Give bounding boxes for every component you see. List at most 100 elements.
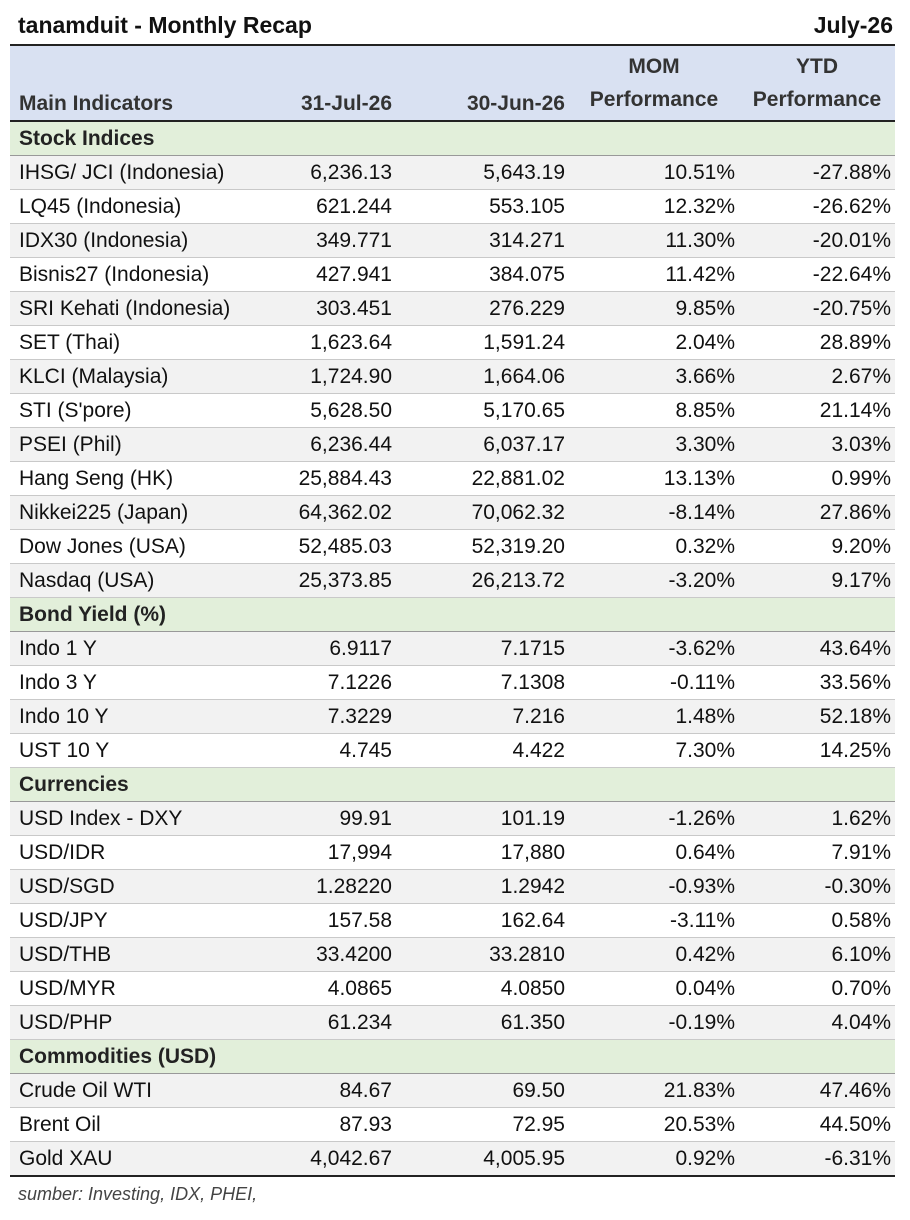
section-title: Stock Indices xyxy=(10,121,895,156)
indicator-name-cell: USD/IDR xyxy=(10,835,246,870)
table-row: Indo 3 Y 7.1226 7.1308 -0.11% 33.56% xyxy=(10,665,895,700)
indicator-name-cell: Indo 1 Y xyxy=(10,631,246,666)
indicator-name-cell: Brent Oil xyxy=(10,1107,246,1142)
section-title: Bond Yield (%) xyxy=(10,597,895,632)
previous-value-cell: 314.271 xyxy=(396,223,569,258)
current-value-cell: 1,623.64 xyxy=(246,325,396,360)
current-value-cell: 7.3229 xyxy=(246,699,396,734)
indicator-name-cell: SET (Thai) xyxy=(10,325,246,360)
indicator-name-cell: USD/THB xyxy=(10,937,246,972)
previous-value-cell: 33.2810 xyxy=(396,937,569,972)
col-header-mom-line2: Performance xyxy=(589,88,719,111)
current-value-cell: 99.91 xyxy=(246,801,396,836)
ytd-performance-cell: -20.75% xyxy=(739,291,895,326)
previous-value-cell: 6,037.17 xyxy=(396,427,569,462)
mom-performance-cell: 9.85% xyxy=(569,291,739,326)
ytd-performance-cell: 4.04% xyxy=(739,1005,895,1040)
section-title: Commodities (USD) xyxy=(10,1039,895,1074)
table-row: SRI Kehati (Indonesia) 303.451 276.229 9.85… xyxy=(10,291,895,326)
indicator-name-cell: IDX30 (Indonesia) xyxy=(10,223,246,258)
current-value-cell: 303.451 xyxy=(246,291,396,326)
indicator-name-cell: IHSG/ JCI (Indonesia) xyxy=(10,155,246,190)
ytd-performance-cell: 52.18% xyxy=(739,699,895,734)
ytd-performance-cell: 0.70% xyxy=(739,971,895,1006)
table-row: Nikkei225 (Japan) 64,362.02 70,062.32 -8.14… xyxy=(10,495,895,530)
ytd-performance-cell: -0.30% xyxy=(739,869,895,904)
ytd-performance-cell: 43.64% xyxy=(739,631,895,666)
indicators-table: Main Indicators 31-Jul-26 30-Jun-26 MOM … xyxy=(10,46,895,1177)
col-header-ytd-line2: Performance xyxy=(752,88,882,111)
indicator-name-cell: KLCI (Malaysia) xyxy=(10,359,246,394)
previous-value-cell: 1.2942 xyxy=(396,869,569,904)
indicator-name-cell: LQ45 (Indonesia) xyxy=(10,189,246,224)
mom-performance-cell: 7.30% xyxy=(569,733,739,768)
section-header-row: Commodities (USD) xyxy=(10,1039,895,1074)
report-period: July-26 xyxy=(813,12,893,38)
table-row: USD/PHP 61.234 61.350 -0.19% 4.04% xyxy=(10,1005,895,1040)
previous-value-cell: 70,062.32 xyxy=(396,495,569,530)
current-value-cell: 25,884.43 xyxy=(246,461,396,496)
indicator-name-cell: PSEI (Phil) xyxy=(10,427,246,462)
table-row: Bisnis27 (Indonesia) 427.941 384.075 11.42%… xyxy=(10,257,895,292)
mom-performance-cell: 0.32% xyxy=(569,529,739,564)
previous-value-cell: 69.50 xyxy=(396,1073,569,1108)
mom-performance-cell: 20.53% xyxy=(569,1107,739,1142)
table-row: USD/THB 33.4200 33.2810 0.42% 6.10% xyxy=(10,937,895,972)
table-row: Nasdaq (USA) 25,373.85 26,213.72 -3.20% 9.17… xyxy=(10,563,895,598)
title-bar: tanamduit - Monthly Recap July-26 xyxy=(10,6,895,46)
previous-value-cell: 1,664.06 xyxy=(396,359,569,394)
previous-value-cell: 276.229 xyxy=(396,291,569,326)
mom-performance-cell: -8.14% xyxy=(569,495,739,530)
table-row: Indo 1 Y 6.9117 7.1715 -3.62% 43.64% xyxy=(10,631,895,666)
current-value-cell: 52,485.03 xyxy=(246,529,396,564)
ytd-performance-cell: 2.67% xyxy=(739,359,895,394)
indicator-name-cell: USD Index - DXY xyxy=(10,801,246,836)
current-value-cell: 349.771 xyxy=(246,223,396,258)
mom-performance-cell: -3.62% xyxy=(569,631,739,666)
mom-performance-cell: -0.11% xyxy=(569,665,739,700)
previous-value-cell: 72.95 xyxy=(396,1107,569,1142)
table-row: USD/IDR 17,994 17,880 0.64% 7.91% xyxy=(10,835,895,870)
previous-value-cell: 162.64 xyxy=(396,903,569,938)
previous-value-cell: 17,880 xyxy=(396,835,569,870)
table-row: USD/JPY 157.58 162.64 -3.11% 0.58% xyxy=(10,903,895,938)
ytd-performance-cell: 6.10% xyxy=(739,937,895,972)
previous-value-cell: 26,213.72 xyxy=(396,563,569,598)
current-value-cell: 427.941 xyxy=(246,257,396,292)
col-header-current: 31-Jul-26 xyxy=(246,46,396,122)
source-note: sumber: Investing, IDX, PHEI, xyxy=(18,1184,258,1204)
section-title: Currencies xyxy=(10,767,895,802)
mom-performance-cell: 11.42% xyxy=(569,257,739,292)
mom-performance-cell: 10.51% xyxy=(569,155,739,190)
current-value-cell: 6.9117 xyxy=(246,631,396,666)
ytd-performance-cell: -20.01% xyxy=(739,223,895,258)
current-value-cell: 25,373.85 xyxy=(246,563,396,598)
ytd-performance-cell: 27.86% xyxy=(739,495,895,530)
table-row: Hang Seng (HK) 25,884.43 22,881.02 13.13% 0.… xyxy=(10,461,895,496)
previous-value-cell: 553.105 xyxy=(396,189,569,224)
indicator-name-cell: Nikkei225 (Japan) xyxy=(10,495,246,530)
previous-value-cell: 4.422 xyxy=(396,733,569,768)
ytd-performance-cell: -6.31% xyxy=(739,1141,895,1177)
mom-performance-cell: -1.26% xyxy=(569,801,739,836)
current-value-cell: 84.67 xyxy=(246,1073,396,1108)
current-value-cell: 6,236.13 xyxy=(246,155,396,190)
indicator-name-cell: USD/JPY xyxy=(10,903,246,938)
table-row: PSEI (Phil) 6,236.44 6,037.17 3.30% 3.03% xyxy=(10,427,895,462)
current-value-cell: 7.1226 xyxy=(246,665,396,700)
previous-value-cell: 22,881.02 xyxy=(396,461,569,496)
previous-value-cell: 4,005.95 xyxy=(396,1141,569,1177)
mom-performance-cell: 11.30% xyxy=(569,223,739,258)
table-row: USD Index - DXY 99.91 101.19 -1.26% 1.62% xyxy=(10,801,895,836)
indicator-name-cell: UST 10 Y xyxy=(10,733,246,768)
table-row: Brent Oil 87.93 72.95 20.53% 44.50% xyxy=(10,1107,895,1142)
mom-performance-cell: 8.85% xyxy=(569,393,739,428)
previous-value-cell: 384.075 xyxy=(396,257,569,292)
mom-performance-cell: 3.66% xyxy=(569,359,739,394)
mom-performance-cell: 0.04% xyxy=(569,971,739,1006)
current-value-cell: 17,994 xyxy=(246,835,396,870)
table-row: LQ45 (Indonesia) 621.244 553.105 12.32% -26.… xyxy=(10,189,895,224)
ytd-performance-cell: 44.50% xyxy=(739,1107,895,1142)
mom-performance-cell: -3.11% xyxy=(569,903,739,938)
indicator-name-cell: USD/PHP xyxy=(10,1005,246,1040)
